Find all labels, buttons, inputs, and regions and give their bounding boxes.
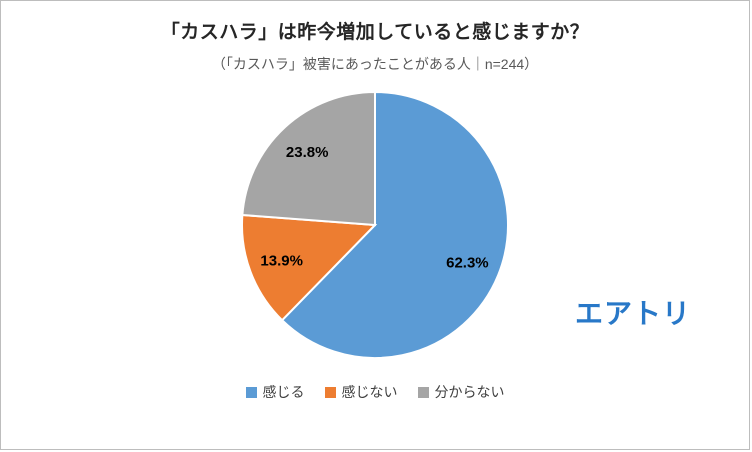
legend: 感じる 感じない 分からない — [1, 382, 749, 402]
pie-area: 62.3% 13.9% 23.8% エアトリ — [1, 80, 749, 370]
legend-label-feel: 感じる — [262, 384, 305, 400]
chart-subtitle: （「カスハラ」被害にあったことがある人｜n=244） — [211, 56, 539, 72]
legend-item-feel: 感じる — [245, 382, 305, 402]
legend-item-not-feel: 感じない — [324, 382, 398, 402]
legend-swatch-feel — [245, 386, 257, 398]
pie-chart: 62.3% 13.9% 23.8% — [241, 90, 509, 359]
pie-value-label-2: 23.8% — [286, 144, 329, 161]
legend-swatch-not-feel — [324, 386, 336, 398]
pie-slice-1 — [241, 213, 378, 322]
legend-item-unknown: 分からない — [417, 382, 505, 402]
legend-label-unknown: 分からない — [434, 384, 505, 400]
pie-value-label-1: 13.9% — [260, 252, 303, 269]
brand-logo: エアトリ — [574, 298, 691, 329]
legend-swatch-unknown — [417, 386, 429, 398]
pie-value-label-0: 62.3% — [446, 255, 489, 272]
legend-label-not-feel: 感じない — [341, 384, 398, 400]
chart-title: 「カスハラ」は昨今増加していると感じますか？ — [160, 22, 590, 43]
pie-slice-2 — [241, 90, 376, 227]
pie-slice-0 — [280, 90, 509, 359]
